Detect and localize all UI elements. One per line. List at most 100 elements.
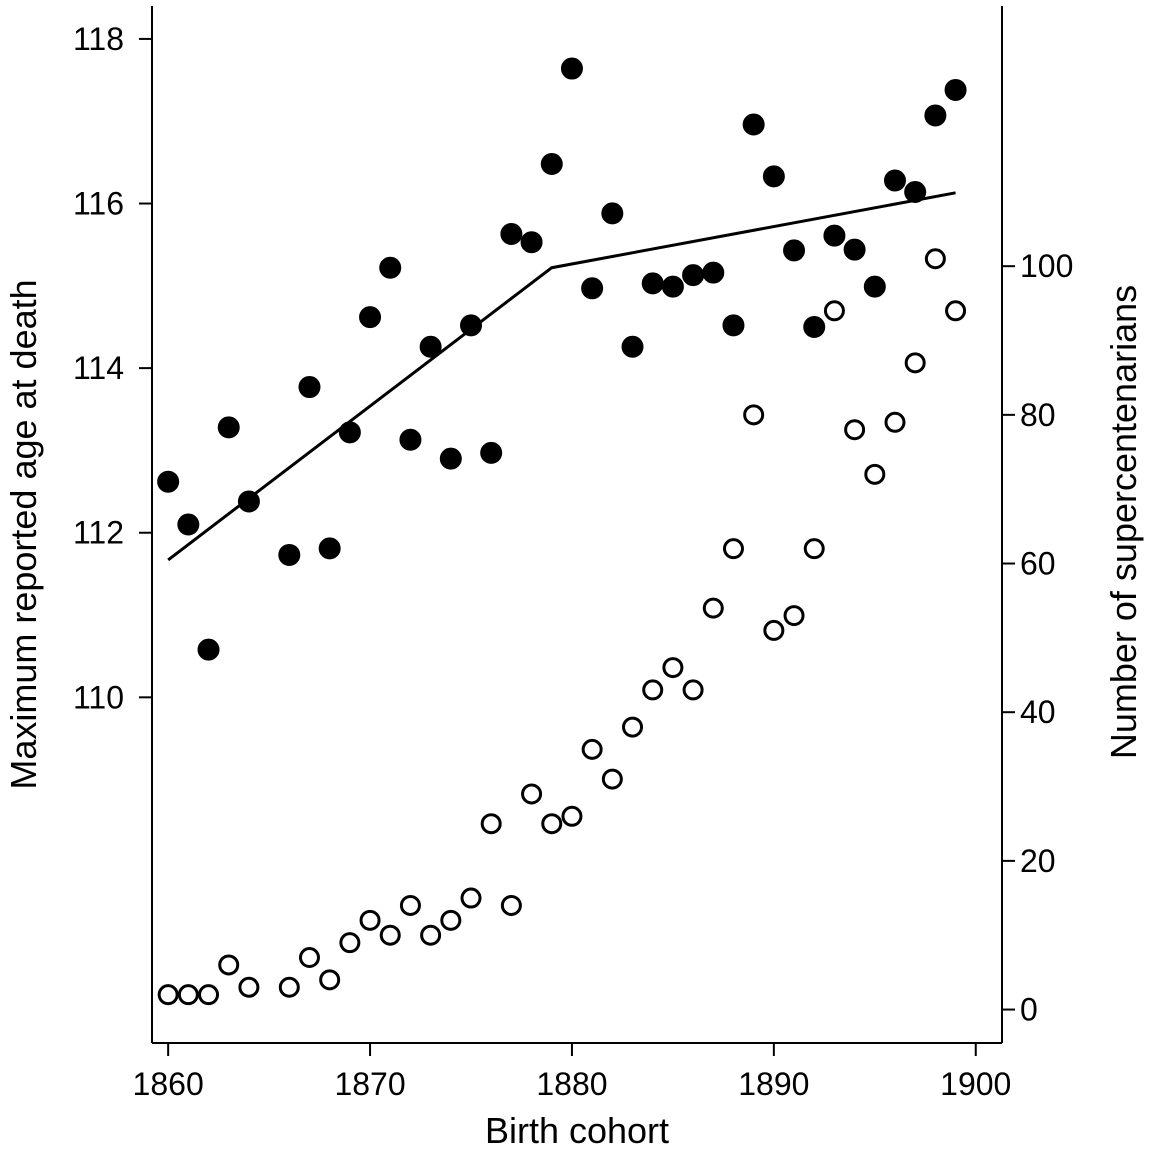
y-left-tick-label: 114	[73, 350, 124, 386]
open-point	[278, 976, 300, 998]
filled-point	[742, 113, 765, 136]
x-tick-label: 1900	[940, 1066, 1011, 1102]
filled-point	[278, 543, 301, 566]
filled-point	[581, 277, 604, 300]
open-point	[238, 976, 260, 998]
filled-point	[661, 275, 684, 298]
filled-point	[460, 314, 483, 337]
x-tick-label: 1890	[738, 1066, 809, 1102]
open-point	[601, 768, 623, 790]
x-tick-label: 1860	[133, 1066, 204, 1102]
filled-point	[359, 306, 382, 329]
open-point	[319, 969, 341, 991]
open-point	[642, 679, 664, 701]
filled-point	[338, 421, 361, 444]
filled-point	[237, 490, 260, 513]
filled-point	[560, 57, 583, 80]
y-left-tick-label: 116	[73, 186, 124, 222]
open-point	[460, 887, 482, 909]
open-point	[904, 352, 926, 374]
open-point	[743, 404, 765, 426]
x-axis-title: Birth cohort	[485, 1110, 669, 1151]
y-right-tick-label: 40	[1020, 694, 1056, 730]
open-point	[662, 657, 684, 679]
filled-point	[520, 231, 543, 254]
filled-point	[843, 238, 866, 261]
y-left-tick-label: 110	[73, 679, 124, 715]
y-left-axis-title: Maximum reported age at death	[3, 279, 44, 789]
y-left-tick-label: 112	[73, 515, 124, 551]
filled-point	[318, 537, 341, 560]
open-point	[420, 924, 442, 946]
open-point	[399, 894, 421, 916]
open-point	[298, 947, 320, 969]
open-point	[884, 411, 906, 433]
open-point	[783, 605, 805, 627]
open-point	[581, 738, 603, 760]
filled-point	[439, 447, 462, 470]
open-point	[218, 954, 240, 976]
open-point	[682, 679, 704, 701]
filled-point	[157, 470, 180, 493]
open-point	[480, 813, 502, 835]
filled-point	[904, 181, 927, 204]
y-right-tick-label: 0	[1020, 992, 1038, 1028]
x-tick-label: 1870	[334, 1066, 405, 1102]
open-point	[561, 805, 583, 827]
filled-point	[762, 165, 785, 188]
x-tick-label: 1880	[536, 1066, 607, 1102]
filled-point	[197, 638, 220, 661]
filled-point	[419, 335, 442, 358]
filled-point	[803, 315, 826, 338]
axes-group: 1860 1870 1880 1890 1900 110 112 114 116 118 0 20 40…	[73, 6, 1073, 1102]
filled-point	[480, 441, 503, 464]
open-point	[864, 463, 886, 485]
segmented-fit-line	[167, 191, 956, 562]
filled-point	[177, 513, 200, 536]
filled-points-group	[157, 57, 967, 661]
filled-point	[500, 222, 523, 245]
y-left-tick-label: 118	[73, 21, 124, 57]
filled-point	[883, 169, 906, 192]
filled-point	[823, 224, 846, 247]
open-point	[622, 716, 644, 738]
open-point	[702, 597, 724, 619]
filled-point	[641, 272, 664, 295]
filled-point	[621, 335, 644, 358]
filled-point	[682, 264, 705, 287]
open-points-group	[157, 248, 967, 1006]
filled-point	[924, 104, 947, 127]
open-point	[521, 783, 543, 805]
open-point	[924, 248, 946, 270]
open-point	[157, 984, 179, 1006]
filled-point	[601, 202, 624, 225]
open-point	[359, 909, 381, 931]
y-right-tick-label: 80	[1020, 397, 1056, 433]
filled-point	[379, 256, 402, 279]
open-point	[379, 924, 401, 946]
filled-point	[298, 376, 321, 399]
filled-point	[722, 314, 745, 337]
y-right-axis-title: Number of supercentenarians	[1103, 285, 1144, 759]
filled-point	[399, 428, 422, 451]
filled-point	[863, 275, 886, 298]
open-point	[198, 984, 220, 1006]
open-point	[722, 538, 744, 560]
fit-line-group	[167, 191, 956, 562]
filled-point	[944, 78, 967, 101]
open-point	[844, 419, 866, 441]
open-point	[541, 813, 563, 835]
open-point	[823, 300, 845, 322]
open-point	[803, 538, 825, 560]
filled-point	[783, 239, 806, 262]
filled-point	[217, 416, 240, 439]
y-right-tick-label: 20	[1020, 843, 1056, 879]
open-point	[763, 619, 785, 641]
open-point	[339, 932, 361, 954]
y-right-tick-label: 100	[1020, 248, 1073, 284]
y-right-tick-label: 60	[1020, 546, 1056, 582]
filled-point	[702, 261, 725, 284]
open-point	[945, 300, 967, 322]
